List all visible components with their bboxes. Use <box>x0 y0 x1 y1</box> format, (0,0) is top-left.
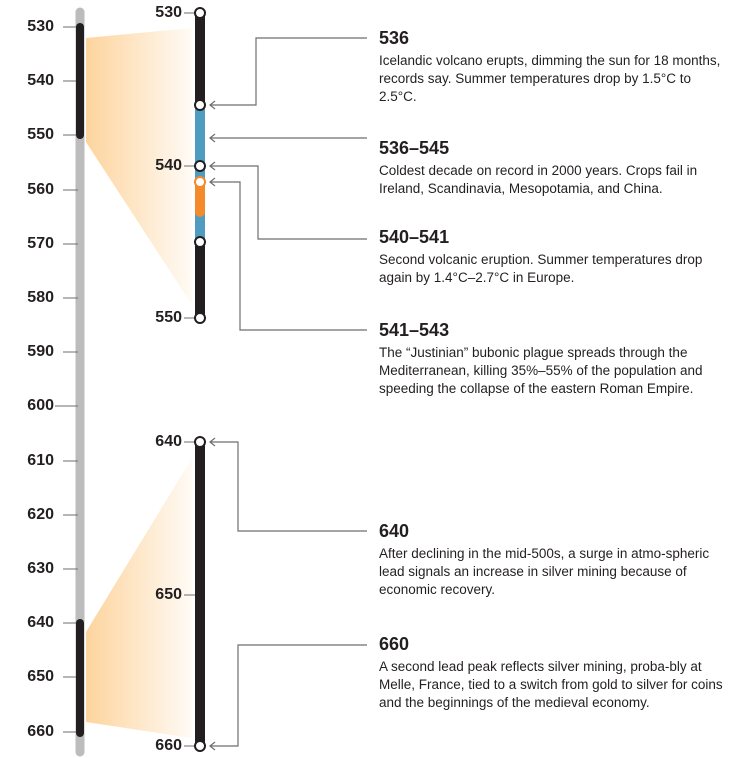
zoom-tick-label: 540 <box>155 157 182 174</box>
event-description: Second volcanic eruption. Summer tempera… <box>379 252 703 285</box>
left-tick-label: 540 <box>27 72 54 89</box>
event-541-543: 541–543 The “Justinian” bubonic plague s… <box>379 319 729 398</box>
zoom-top-bar <box>184 7 206 324</box>
event-660: 660 A second lead peak reflects silver m… <box>379 633 729 712</box>
connector-540-541 <box>210 165 367 240</box>
zoom-wedge-bottom <box>86 458 192 738</box>
marker-536 <box>194 99 206 111</box>
connector-660 <box>210 644 367 747</box>
arrowhead-icons <box>209 100 216 751</box>
zoom-tick-label: 530 <box>155 4 182 21</box>
connector-640 <box>210 441 367 532</box>
marker-660 <box>194 740 206 752</box>
connectors <box>210 37 367 747</box>
event-536-545: 536–545 Coldest decade on record in 2000… <box>379 137 729 198</box>
left-tick-label: 530 <box>27 18 54 35</box>
left-tick-label: 550 <box>27 126 54 143</box>
zoom-tick-label: 550 <box>155 309 182 326</box>
connector-536 <box>210 37 367 106</box>
left-tick-label: 650 <box>27 668 54 685</box>
event-description: Icelandic volcano erupts, dimming the su… <box>379 53 721 104</box>
left-tick-label: 580 <box>27 289 54 306</box>
event-description: Coldest decade on record in 2000 years. … <box>379 163 698 196</box>
left-tick-label: 560 <box>27 181 54 198</box>
marker-550 <box>194 312 206 324</box>
zoom-tick-label: 660 <box>155 737 182 754</box>
event-title: 540–541 <box>379 227 450 247</box>
event-description: A second lead peak reflects silver minin… <box>379 659 723 710</box>
event-title: 660 <box>379 634 410 654</box>
left-tick-label: 640 <box>27 614 54 631</box>
event-640: 640 After declining in the mid-500s, a s… <box>379 520 729 599</box>
zoom-tick-label: 640 <box>155 433 182 450</box>
zoom-tick-label: 650 <box>155 586 182 603</box>
zoom-bottom-bar <box>184 436 206 752</box>
left-tick-label: 570 <box>27 235 54 252</box>
marker-541 <box>194 176 206 188</box>
marker-540 <box>194 160 206 172</box>
event-536: 536 Icelandic volcano erupts, dimming th… <box>379 27 729 106</box>
marker-640 <box>194 436 206 448</box>
left-tick-label: 590 <box>27 343 54 360</box>
event-description: After declining in the mid-500s, a surge… <box>379 546 710 597</box>
left-tick-label: 620 <box>27 506 54 523</box>
zoom-wedge-top <box>86 28 192 305</box>
marker-545 <box>194 236 206 248</box>
connector-541-543 <box>210 181 367 331</box>
event-title: 541–543 <box>379 320 450 340</box>
event-title: 536–545 <box>379 138 450 158</box>
left-axis-ticks <box>55 26 78 733</box>
event-540-541: 540–541 Second volcanic eruption. Summer… <box>379 226 729 287</box>
left-tick-label: 600 <box>27 397 54 414</box>
event-title: 536 <box>379 28 410 48</box>
event-title: 640 <box>379 521 410 541</box>
left-tick-label: 630 <box>27 560 54 577</box>
left-tick-label: 660 <box>27 723 54 740</box>
marker-530 <box>194 7 206 19</box>
left-tick-label: 610 <box>27 452 54 469</box>
event-description: The “Justinian” bubonic plague spreads t… <box>379 345 703 396</box>
